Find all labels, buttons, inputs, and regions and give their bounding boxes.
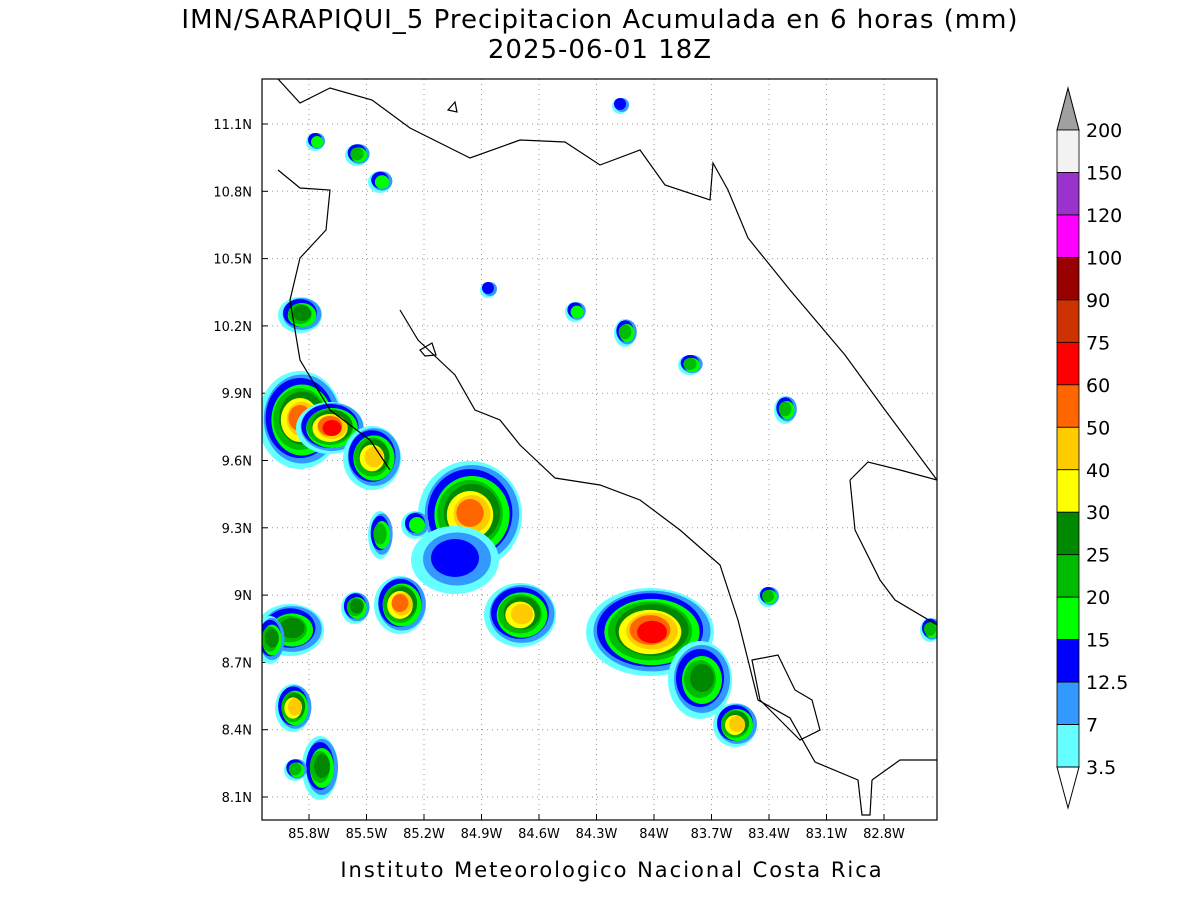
colorbar-label: 3.5 <box>1086 757 1116 779</box>
colorbar-bin <box>1056 681 1080 725</box>
precip-contour <box>314 754 330 778</box>
latitude-label: 9.3N <box>222 522 252 537</box>
precip-contour <box>350 598 364 614</box>
latitude-label: 11.1N <box>213 118 252 133</box>
colorbar-label: 30 <box>1086 502 1110 524</box>
colorbar-bin <box>1056 341 1080 386</box>
colorbar-label: 90 <box>1086 290 1110 312</box>
subtitle: 2025-06-01 18Z <box>488 35 712 65</box>
latitude-label: 10.5N <box>213 253 252 268</box>
latitude-label: 8.4N <box>222 724 252 739</box>
colorbar-label: 25 <box>1086 545 1110 567</box>
latitude-label: 9N <box>234 589 252 604</box>
longitude-label: 84W <box>639 827 669 842</box>
coastline <box>277 169 391 471</box>
colorbar-label: 60 <box>1086 375 1110 397</box>
graticule: 85.8W 85.5W 85.2W 84.9W 84.6W 84.3W 84W 83.7W 83… <box>213 79 937 842</box>
coastline <box>277 79 937 481</box>
precip-contour <box>279 617 305 639</box>
colorbar: 200 150 120 100 90 75 60 50 40 30 25 20 15 12.5 7 3.5 <box>1056 86 1128 810</box>
precip-contour <box>287 698 303 716</box>
colorbar-bin <box>1056 554 1080 598</box>
precip-contour <box>374 175 390 189</box>
longitude-label: 84.3W <box>576 827 618 842</box>
precip-contour <box>322 420 342 436</box>
precip-contour <box>778 401 792 417</box>
colorbar-label: 200 <box>1086 120 1122 142</box>
colorbar-label: 50 <box>1086 417 1110 439</box>
precip-contour <box>391 594 409 612</box>
colorbar-bin <box>1056 257 1080 301</box>
precipitation <box>262 98 937 800</box>
title: IMN/SARAPIQUI_5 Precipitacion Acumulada … <box>181 5 1018 35</box>
footer: Instituto Meteorologico Nacional Costa R… <box>340 858 883 882</box>
precip-contour <box>409 517 425 533</box>
border <box>849 461 937 781</box>
precip-contour <box>482 282 494 294</box>
colorbar-bin <box>1056 639 1080 683</box>
precip-contour <box>292 305 312 321</box>
latitude-label: 9.6N <box>222 455 252 470</box>
precip-contour <box>288 762 302 776</box>
precip-contour <box>570 305 584 319</box>
colorbar-bin <box>1056 469 1080 513</box>
precip-contour <box>510 603 534 625</box>
precip-contour <box>729 716 745 732</box>
latitude-label: 10.2N <box>213 320 252 335</box>
latitude-label: 8.1N <box>222 791 252 806</box>
colorbar-bin <box>1056 129 1080 173</box>
colorbar-bin <box>1056 172 1080 216</box>
precip-contour <box>924 622 936 636</box>
precip-contour <box>637 620 667 644</box>
precip-contour <box>683 358 697 370</box>
precip-contour <box>311 136 323 148</box>
longitude-label: 82.8W <box>863 827 905 842</box>
latitude-label: 8.7N <box>222 656 252 671</box>
precip-contour <box>350 147 364 161</box>
colorbar-label: 75 <box>1086 332 1110 354</box>
colorbar-label: 150 <box>1086 162 1122 184</box>
longitude-label: 84.9W <box>461 827 503 842</box>
latitude-label: 9.9N <box>222 387 252 402</box>
colorbar-label: 7 <box>1086 715 1098 737</box>
latitude-label: 10.8N <box>213 185 252 200</box>
longitude-label: 83.7W <box>691 827 733 842</box>
colorbar-bin <box>1056 426 1080 471</box>
colorbar-bin <box>1056 299 1080 343</box>
colorbar-under <box>1056 766 1080 810</box>
coastline <box>751 654 821 741</box>
island <box>419 100 458 357</box>
colorbar-bin <box>1056 724 1080 768</box>
coastline <box>399 309 873 816</box>
precip-contour <box>456 499 484 527</box>
longitude-label: 83.1W <box>806 827 848 842</box>
colorbar-label: 15 <box>1086 630 1110 652</box>
precip-contour <box>265 628 279 648</box>
longitude-label: 85.8W <box>288 827 330 842</box>
colorbar-bin <box>1056 596 1080 641</box>
colorbar-label: 12.5 <box>1086 672 1128 694</box>
colorbar-label: 40 <box>1086 460 1110 482</box>
colorbar-bin <box>1056 511 1080 556</box>
colorbar-over <box>1056 86 1080 131</box>
map-frame <box>261 78 938 821</box>
precip-contour <box>618 324 632 340</box>
precip-contour <box>614 98 626 110</box>
precip-contour <box>431 539 479 577</box>
longitude-label: 84.6W <box>518 827 560 842</box>
coastlines <box>277 79 937 816</box>
precip-contour <box>690 664 714 692</box>
longitude-label: 85.2W <box>403 827 445 842</box>
precip-contour <box>373 523 387 545</box>
precip-contour <box>762 590 774 602</box>
colorbar-label: 20 <box>1086 587 1110 609</box>
colorbar-bin <box>1056 214 1080 258</box>
precip-contour <box>364 446 384 468</box>
longitude-label: 85.5W <box>346 827 388 842</box>
colorbar-label: 100 <box>1086 247 1122 269</box>
colorbar-label: 120 <box>1086 205 1122 227</box>
colorbar-bin <box>1056 384 1080 428</box>
longitude-label: 83.4W <box>748 827 790 842</box>
